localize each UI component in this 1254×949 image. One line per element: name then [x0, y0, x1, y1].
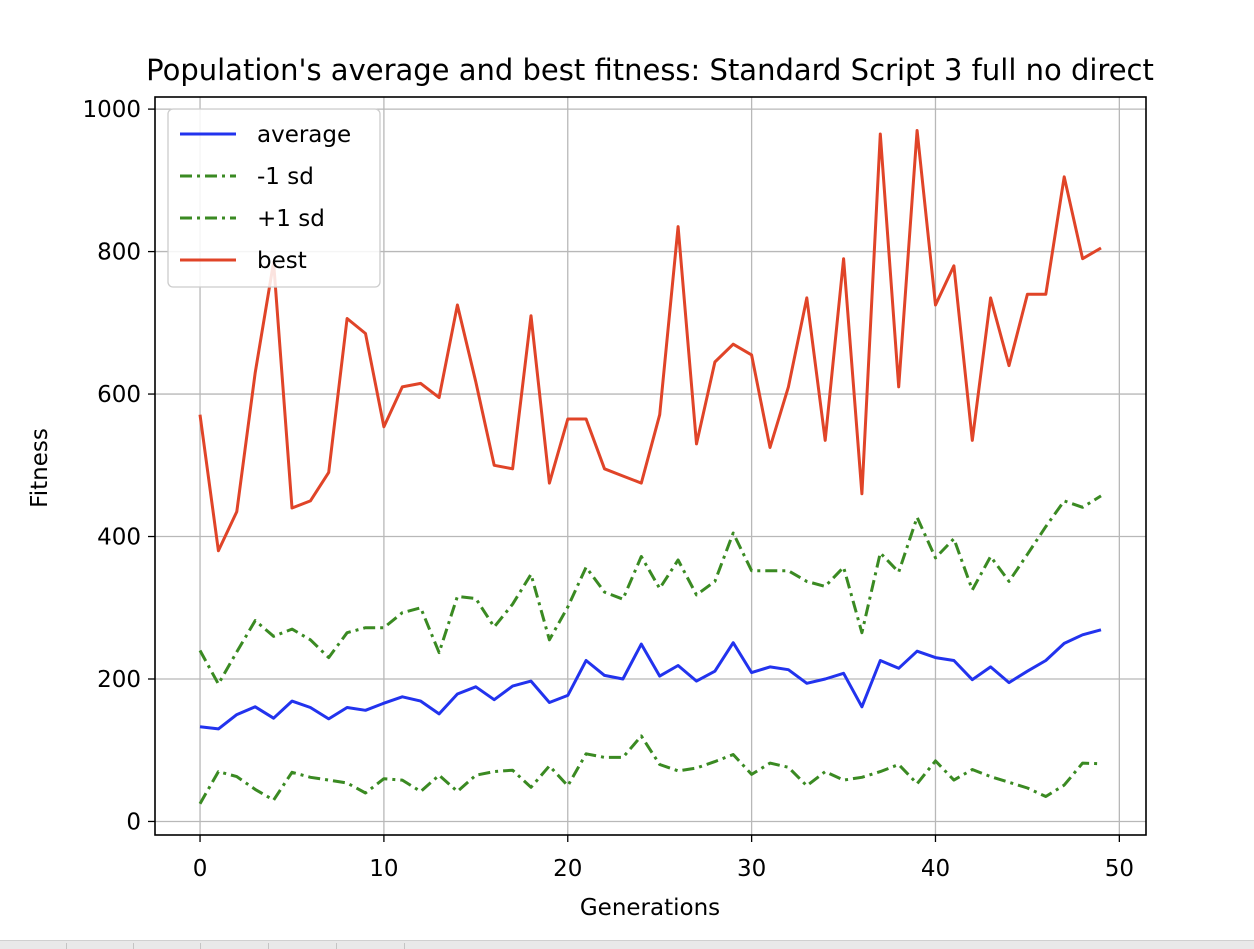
x-tick-label: 0 — [193, 856, 208, 882]
series-line-best — [198, 129, 1102, 553]
legend-label: best — [257, 248, 307, 274]
x-tick-label: 30 — [737, 856, 766, 882]
strip-segment — [133, 943, 200, 949]
legend-label: average — [257, 122, 351, 148]
x-tick-label: 20 — [553, 856, 582, 882]
y-tick-label: 0 — [126, 809, 141, 835]
legend-box — [167, 108, 381, 288]
x-tick-label: 40 — [921, 856, 950, 882]
y-tick-label: 600 — [97, 382, 141, 408]
x-tick-label: 50 — [1105, 856, 1134, 882]
y-tick-label: 1000 — [82, 97, 141, 123]
y-tick-label: 200 — [97, 667, 141, 693]
legend-label: -1 sd — [257, 164, 314, 190]
y-tick-label: 800 — [97, 240, 141, 266]
legend: average -1 sd +1 sd best — [167, 108, 381, 288]
legend-label: +1 sd — [257, 206, 325, 232]
strip-segment — [200, 943, 267, 949]
axis-ticks: 0 10 20 30 40 50 0 200 400 600 800 1000 — [82, 97, 1134, 882]
x-axis-title: Generations — [580, 895, 720, 921]
series-line-1-sd — [198, 734, 1102, 805]
chart-title: Population's average and best fitness: S… — [146, 53, 1154, 87]
strip-segment — [336, 943, 403, 949]
strip-segment — [66, 943, 133, 949]
plot-frame — [154, 96, 1147, 836]
x-tick-label: 10 — [369, 856, 398, 882]
window-bottom-strip — [0, 940, 1254, 949]
strip-segment — [268, 943, 335, 949]
y-tick-label: 400 — [97, 525, 141, 551]
series-lines — [198, 129, 1102, 805]
strip-segment — [404, 943, 471, 949]
y-axis-title: Fitness — [27, 428, 53, 508]
series-line-average — [199, 628, 1102, 731]
series-line-1-sd — [198, 494, 1102, 686]
